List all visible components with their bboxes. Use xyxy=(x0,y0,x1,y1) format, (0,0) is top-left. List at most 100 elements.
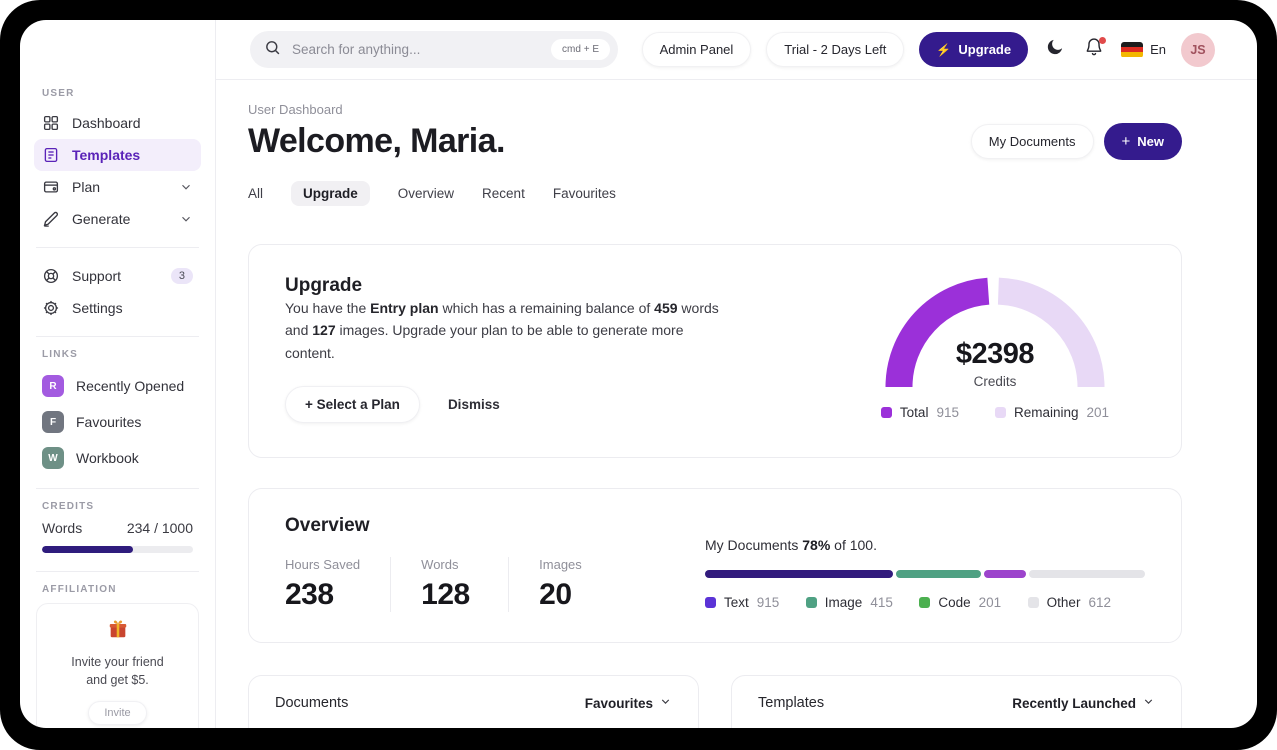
bottom-lists: Documents Favourites Untitled Doc xyxy=(248,675,1182,728)
stat-value: 128 xyxy=(421,578,470,612)
gauge-label: Credits xyxy=(973,374,1017,389)
sidebar-item-label: Recently Opened xyxy=(76,378,185,394)
affiliation-line2: and get $5. xyxy=(86,673,149,688)
legend-value: 915 xyxy=(936,405,959,420)
stat-label: Words xyxy=(421,557,459,573)
legend-name: Total xyxy=(899,405,929,420)
sidebar-item-plan[interactable]: Plan xyxy=(34,171,201,203)
document-icon xyxy=(42,146,60,164)
lifebuoy-icon xyxy=(42,267,60,285)
tab-overview[interactable]: Overview xyxy=(397,186,455,201)
sidebar-item-generate[interactable]: Generate xyxy=(34,203,201,235)
pen-icon xyxy=(42,210,60,228)
gauge-center: $2398 Credits xyxy=(885,338,1105,389)
chevron-down-icon xyxy=(179,180,193,194)
user-avatar[interactable]: JS xyxy=(1181,32,1215,67)
legend-value: 201 xyxy=(1086,405,1110,420)
credits-gauge: $2398 Credits Total 915 xyxy=(845,275,1145,423)
sidebar-item-label: Dashboard xyxy=(72,115,141,131)
language-selector[interactable]: En xyxy=(1121,41,1166,58)
legend-value: 415 xyxy=(870,595,893,611)
gauge-arc-total xyxy=(885,277,990,388)
legend-swatch xyxy=(705,597,716,609)
notifications-button[interactable] xyxy=(1082,36,1107,62)
stacked-bar-legend: Text 915 Image 415 Code 20 xyxy=(705,595,1145,610)
legend-item-text: Text 915 xyxy=(705,595,779,610)
upgrade-card: Upgrade You have the Entry plan which ha… xyxy=(248,244,1182,459)
sidebar-item-support[interactable]: Support 3 xyxy=(34,260,201,292)
search-shortcut-badge: cmd + E xyxy=(551,39,610,60)
german-flag-icon xyxy=(1121,41,1144,58)
sidebar-section-credits: CREDITS xyxy=(42,501,95,512)
invite-button[interactable]: Invite xyxy=(88,701,147,726)
legend-swatch xyxy=(919,597,931,609)
legend-item-remaining: Remaining 201 xyxy=(994,405,1110,420)
link-initial-badge: R xyxy=(42,375,64,397)
legend-swatch xyxy=(994,407,1006,418)
breadcrumb: User Dashboard xyxy=(248,102,343,117)
title-actions: My Documents + New xyxy=(970,123,1182,160)
legend-value: 915 xyxy=(756,595,780,611)
chevron-down-icon xyxy=(1142,695,1155,711)
documents-filter-label: Favourites xyxy=(584,695,653,711)
sidebar: USER Dashboard Templates Plan xyxy=(20,20,216,728)
app-window: USER Dashboard Templates Plan xyxy=(20,20,1257,728)
link-initial-badge: F xyxy=(42,411,64,433)
sidebar-divider xyxy=(36,247,199,248)
gauge-chart: $2398 Credits xyxy=(885,277,1105,389)
upgrade-card-actions: + Select a Plan Dismiss xyxy=(285,386,725,424)
legend-item-other: Other 612 xyxy=(1027,595,1111,611)
upgrade-card-title: Upgrade xyxy=(285,275,363,296)
chevron-down-icon xyxy=(659,695,672,711)
legend-item-code: Code 201 xyxy=(919,595,1001,610)
tab-upgrade[interactable]: Upgrade xyxy=(291,181,370,206)
dark-mode-toggle[interactable] xyxy=(1043,38,1067,62)
sidebar-link-workbook[interactable]: W Workbook xyxy=(34,440,201,476)
documents-filter-dropdown[interactable]: Favourites xyxy=(585,695,672,711)
upgrade-button-label: Upgrade xyxy=(958,42,1012,57)
sidebar-item-templates[interactable]: Templates xyxy=(34,139,201,171)
select-plan-button[interactable]: + Select a Plan xyxy=(285,386,420,424)
upgrade-button[interactable]: ⚡ Upgrade xyxy=(919,32,1029,67)
sidebar-link-recently-opened[interactable]: R Recently Opened xyxy=(34,368,201,404)
tab-bar: All Upgrade Overview Recent Favourites xyxy=(248,181,1182,206)
search-input[interactable] xyxy=(290,41,543,58)
upgrade-card-text: Upgrade You have the Entry plan which ha… xyxy=(285,275,725,424)
legend-swatch xyxy=(1027,597,1039,609)
tab-all[interactable]: All xyxy=(248,186,264,201)
credits-progress-track xyxy=(42,546,193,553)
documents-card: Documents Favourites Untitled Doc xyxy=(248,675,699,728)
sidebar-item-settings[interactable]: Settings xyxy=(34,292,201,324)
sidebar-link-favourites[interactable]: F Favourites xyxy=(34,404,201,440)
stat-value: 20 xyxy=(539,578,572,612)
tab-favourites[interactable]: Favourites xyxy=(552,186,616,201)
gauge-value: $2398 xyxy=(955,338,1035,370)
stat-value: 238 xyxy=(285,578,334,612)
credits-type-label: Words xyxy=(42,520,83,536)
my-documents-button[interactable]: My Documents xyxy=(970,124,1094,159)
chevron-down-icon xyxy=(179,212,193,226)
tab-recent[interactable]: Recent xyxy=(482,186,525,201)
legend-value: 612 xyxy=(1088,595,1111,611)
dismiss-button[interactable]: Dismiss xyxy=(447,397,500,413)
stat-label: Images xyxy=(539,557,582,573)
legend-name: Code xyxy=(938,595,971,611)
search-bar[interactable]: cmd + E xyxy=(250,31,618,68)
legend-name: Text xyxy=(724,595,749,611)
sidebar-section-user: USER xyxy=(42,88,75,99)
credits-row: Words 234 / 1000 xyxy=(42,520,193,536)
topbar: cmd + E Admin Panel Trial - 2 Days Left … xyxy=(216,20,1257,80)
lightning-icon: ⚡ xyxy=(936,42,952,57)
sidebar-divider xyxy=(36,488,199,489)
trial-status-button[interactable]: Trial - 2 Days Left xyxy=(766,32,905,67)
sidebar-item-label: Settings xyxy=(72,300,123,316)
admin-panel-button[interactable]: Admin Panel xyxy=(641,32,752,67)
sidebar-item-dashboard[interactable]: Dashboard xyxy=(34,107,201,139)
stat-images: Images 20 xyxy=(539,557,627,612)
overview-stats-block: Overview Hours Saved 238 Words 128 xyxy=(285,515,677,613)
legend-name: Image xyxy=(824,595,863,611)
templates-filter-dropdown[interactable]: Recently Launched xyxy=(1012,695,1155,711)
new-button[interactable]: + New xyxy=(1103,123,1182,160)
gauge-legend: Total 915 Remaining 201 xyxy=(880,405,1110,420)
plus-icon: + xyxy=(1121,133,1131,150)
